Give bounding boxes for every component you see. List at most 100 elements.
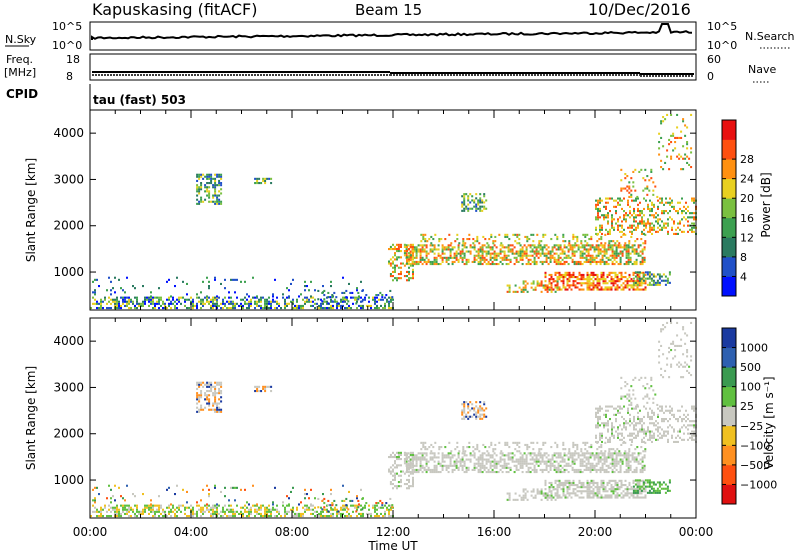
velocity-cell xyxy=(677,418,679,421)
velocity-cell xyxy=(616,494,619,497)
velocity-cell xyxy=(463,460,466,463)
velocity-cell xyxy=(134,495,136,498)
power-cell xyxy=(607,232,609,235)
velocity-cell xyxy=(126,484,128,487)
velocity-cell xyxy=(585,458,588,461)
velocity-cell xyxy=(673,428,675,431)
velocity-cell xyxy=(554,441,557,444)
power-cell xyxy=(450,242,453,245)
power-cell xyxy=(178,298,180,301)
velocity-cell xyxy=(419,462,422,465)
velocity-cell xyxy=(376,515,378,518)
power-cell xyxy=(558,278,561,281)
power-cell xyxy=(132,302,134,305)
power-cell xyxy=(216,173,219,176)
power-cell xyxy=(550,282,553,285)
power-cell xyxy=(630,280,633,283)
velocity-cell xyxy=(304,508,306,511)
velocity-cell xyxy=(230,486,232,489)
velocity-cell xyxy=(170,510,172,513)
power-cell xyxy=(485,207,488,210)
power-cell xyxy=(672,132,675,135)
velocity-cell xyxy=(554,494,557,497)
velocity-cell xyxy=(641,466,644,469)
power-cell xyxy=(652,275,655,278)
velocity-cell xyxy=(477,468,480,471)
velocity-cell xyxy=(613,426,615,429)
velocity-cell xyxy=(415,458,418,461)
velocity-cell xyxy=(463,401,466,404)
nsky-panel: N.Sky 10^5 10^0 10^5 10^0 N.Search xyxy=(5,20,795,52)
velocity-cell xyxy=(621,438,623,441)
velocity-cell xyxy=(629,420,631,423)
power-cell xyxy=(92,291,94,294)
velocity-cell xyxy=(586,481,589,484)
velocity-cell xyxy=(116,508,118,511)
power-cell xyxy=(431,244,434,247)
velocity-cell xyxy=(580,486,583,489)
velocity-cell xyxy=(564,479,567,482)
velocity-cell xyxy=(586,488,589,491)
velocity-cell xyxy=(256,512,258,515)
velocity-cell xyxy=(584,448,587,451)
power-cell xyxy=(643,232,645,235)
power-cell xyxy=(403,252,406,255)
velocity-cell xyxy=(508,498,511,501)
power-cell xyxy=(515,256,518,259)
power-cell xyxy=(627,260,630,263)
velocity-cell xyxy=(240,488,242,491)
power-cell xyxy=(637,214,639,217)
velocity-cell xyxy=(612,490,615,493)
velocity-cell xyxy=(356,515,358,518)
velocity-cell xyxy=(582,496,585,499)
power-cell xyxy=(616,280,619,283)
velocity-cell xyxy=(409,472,412,475)
velocity-cell xyxy=(581,460,584,463)
power-cell xyxy=(206,173,209,176)
velocity-cell xyxy=(631,454,634,457)
velocity-cell xyxy=(439,464,442,467)
power-cell xyxy=(675,228,677,231)
velocity-cell xyxy=(100,510,102,513)
power-cell xyxy=(124,296,126,299)
power-cell xyxy=(539,254,542,257)
power-cell xyxy=(419,256,422,259)
power-cell xyxy=(196,175,199,178)
power-cell xyxy=(578,282,581,285)
velocity-cell xyxy=(610,484,613,487)
power-cell xyxy=(443,256,446,259)
power-cell xyxy=(286,296,288,299)
power-cell xyxy=(652,283,655,286)
power-cell xyxy=(358,296,360,299)
velocity-cell xyxy=(601,436,603,439)
power-cell xyxy=(671,205,673,208)
velocity-cell xyxy=(535,468,538,471)
velocity-cell xyxy=(587,468,590,471)
power-cell xyxy=(459,252,462,255)
power-cell xyxy=(154,302,156,305)
power-cell xyxy=(629,230,631,233)
power-cell xyxy=(296,298,298,301)
power-cell xyxy=(654,281,657,284)
velocity-cell xyxy=(412,464,414,467)
power-cell xyxy=(242,298,244,301)
velocity-cell xyxy=(166,488,168,491)
power-cell xyxy=(649,210,651,213)
velocity-cell xyxy=(594,481,597,484)
velocity-cell xyxy=(447,452,450,455)
velocity-cell xyxy=(614,494,617,497)
velocity-cell xyxy=(96,510,98,513)
velocity-cell xyxy=(220,510,222,513)
power-cell xyxy=(545,244,548,247)
power-cell xyxy=(559,260,562,263)
velocity-cell xyxy=(487,454,490,457)
velocity-cell xyxy=(611,405,613,408)
power-cell xyxy=(276,302,278,305)
velocity-cell xyxy=(563,460,566,463)
power-cell xyxy=(631,263,634,266)
velocity-cell xyxy=(430,450,433,453)
power-cell xyxy=(420,240,423,243)
velocity-cell xyxy=(186,506,188,509)
power-cell xyxy=(298,307,300,310)
nsearch-bottom: 10^0 xyxy=(707,39,737,52)
